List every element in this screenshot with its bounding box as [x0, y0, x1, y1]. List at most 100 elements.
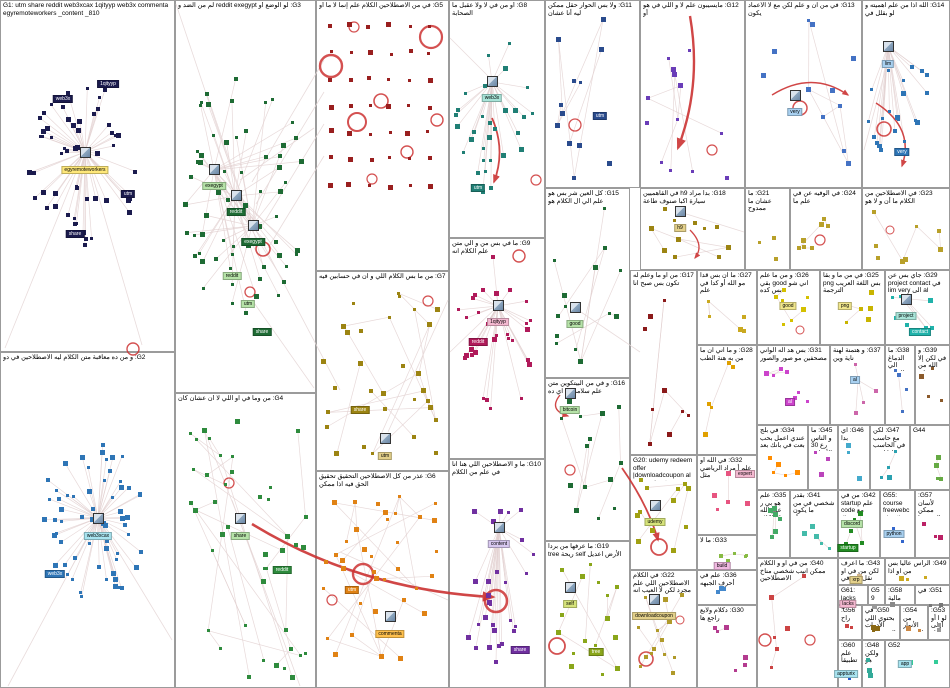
graph-node[interactable] [85, 197, 90, 202]
graph-node[interactable] [73, 556, 78, 561]
graph-node[interactable] [368, 183, 372, 187]
graph-node[interactable] [222, 170, 226, 174]
graph-node[interactable] [892, 129, 897, 134]
graph-node[interactable] [764, 371, 770, 377]
graph-node[interactable] [649, 527, 655, 533]
graph-node[interactable] [228, 266, 232, 270]
graph-node[interactable] [133, 169, 138, 174]
graph-node[interactable] [716, 629, 720, 633]
graph-node[interactable] [408, 48, 413, 53]
graph-node[interactable] [867, 305, 873, 311]
graph-node[interactable] [578, 359, 584, 364]
graph-node[interactable] [486, 578, 492, 584]
graph-node[interactable] [938, 246, 944, 252]
graph-node[interactable] [371, 570, 376, 575]
graph-node[interactable] [892, 526, 896, 530]
graph-node[interactable] [709, 405, 713, 409]
graph-node[interactable] [202, 428, 207, 433]
graph-node[interactable] [559, 110, 565, 116]
graph-node[interactable] [103, 198, 109, 204]
graph-node[interactable] [770, 534, 775, 539]
graph-node[interactable] [378, 653, 384, 659]
graph-node[interactable] [659, 160, 663, 164]
graph-node[interactable] [781, 288, 786, 293]
graph-node[interactable] [352, 301, 356, 305]
graph-node[interactable] [244, 310, 249, 315]
graph-node[interactable] [524, 327, 530, 333]
graph-node[interactable] [773, 528, 778, 534]
graph-node[interactable] [212, 133, 216, 137]
node-label[interactable]: very [787, 108, 803, 116]
graph-node[interactable] [503, 65, 509, 71]
graph-node[interactable] [349, 103, 354, 108]
graph-node[interactable] [139, 550, 144, 555]
graph-node[interactable] [123, 522, 128, 527]
node-label[interactable]: al [785, 398, 795, 406]
graph-node[interactable] [224, 483, 228, 487]
graph-node[interactable] [240, 170, 244, 174]
graph-node[interactable] [618, 461, 623, 466]
graph-node[interactable] [679, 592, 684, 597]
graph-node[interactable] [86, 489, 92, 495]
graph-node[interactable] [659, 637, 664, 642]
graph-node[interactable] [579, 414, 583, 418]
node-label[interactable]: reddit [226, 208, 246, 216]
graph-node[interactable] [92, 111, 97, 116]
graph-node[interactable] [55, 489, 59, 493]
node-label[interactable]: share [230, 532, 250, 540]
graph-node[interactable] [518, 146, 524, 152]
graph-node[interactable] [281, 142, 287, 148]
node-label[interactable]: utm [470, 184, 486, 192]
graph-node[interactable] [925, 90, 929, 95]
graph-node[interactable] [282, 279, 287, 284]
graph-node[interactable] [768, 456, 773, 461]
graph-node[interactable] [866, 657, 871, 662]
graph-node[interactable] [82, 242, 87, 247]
graph-node[interactable] [59, 540, 64, 544]
graph-node[interactable] [876, 256, 880, 261]
node-label[interactable]: discord [840, 520, 864, 528]
graph-node[interactable] [794, 470, 800, 475]
graph-node[interactable] [738, 327, 744, 332]
graph-node[interactable] [554, 123, 560, 128]
graph-node[interactable] [805, 296, 809, 300]
graph-node[interactable] [937, 228, 942, 233]
node-label[interactable]: xrp [849, 576, 863, 584]
graph-node[interactable] [827, 546, 831, 550]
graph-node[interactable] [465, 316, 469, 320]
graph-node[interactable] [54, 531, 58, 535]
graph-node[interactable] [789, 319, 793, 322]
graph-node[interactable] [357, 360, 363, 366]
graph-node[interactable] [491, 254, 495, 259]
graph-node[interactable] [499, 641, 504, 646]
graph-node[interactable] [409, 25, 413, 29]
hub-image-node[interactable] [80, 147, 91, 158]
graph-node[interactable] [274, 240, 279, 245]
graph-node[interactable] [898, 575, 904, 581]
graph-node[interactable] [199, 232, 205, 238]
graph-node[interactable] [263, 551, 268, 557]
graph-node[interactable] [769, 665, 773, 669]
graph-node[interactable] [62, 460, 68, 466]
graph-node[interactable] [32, 195, 37, 200]
graph-node[interactable] [868, 289, 874, 295]
graph-node[interactable] [688, 48, 692, 52]
graph-node[interactable] [303, 514, 308, 519]
graph-node[interactable] [285, 533, 291, 539]
graph-node[interactable] [939, 603, 944, 607]
graph-node[interactable] [492, 627, 497, 633]
graph-node[interactable] [507, 41, 511, 45]
graph-node[interactable] [60, 519, 64, 523]
graph-node[interactable] [219, 646, 223, 650]
graph-node[interactable] [571, 78, 576, 83]
graph-node[interactable] [193, 254, 198, 259]
graph-node[interactable] [213, 257, 218, 261]
graph-node[interactable] [853, 411, 858, 416]
graph-node[interactable] [397, 495, 401, 499]
graph-node[interactable] [200, 259, 206, 265]
node-label[interactable]: very [894, 148, 910, 156]
graph-node[interactable] [874, 388, 878, 393]
graph-node[interactable] [872, 135, 877, 140]
graph-node[interactable] [373, 609, 379, 615]
graph-node[interactable] [432, 517, 438, 523]
